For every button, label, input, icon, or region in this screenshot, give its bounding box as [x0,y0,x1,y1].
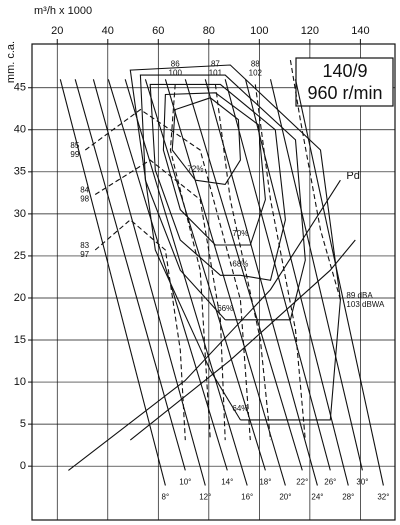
y-tick-label: 5 [20,418,26,430]
y-tick-label: 40 [14,124,26,136]
x-tick-label: 60 [152,25,164,37]
x-tick-label: 120 [301,25,319,37]
y-tick-label: 10 [14,376,26,388]
curve-label: 12° [199,493,211,502]
curve-label: 14° [221,477,233,486]
curve [289,59,341,300]
x-tick-label: 80 [203,25,215,37]
curve-label: 8° [162,493,170,502]
curve-label: 83 [80,241,89,250]
y-tick-label: 25 [14,250,26,262]
curve-label: 22° [296,477,308,486]
curve [244,79,349,486]
curve-label: 70% [232,229,248,238]
curve [254,84,306,441]
x-axis-label: m³/h x 1000 [34,5,92,17]
curve-label: 18° [259,477,271,486]
curve-label: 84 [80,186,89,195]
curve-label: 98 [80,195,89,204]
plot-frame [31,43,396,521]
curve [94,159,226,441]
curve-label: 32° [377,493,389,502]
curve [129,239,356,441]
curve [139,74,306,321]
curve [59,79,166,486]
curve-label: 20° [279,493,291,502]
curve [149,83,286,281]
curve-label: Pd [346,170,359,182]
curve [184,79,303,471]
curve-label: 72% [187,164,203,173]
y-axis-label: mm. c.a. [5,41,17,83]
title-box [295,57,394,107]
curve-label: 26° [324,477,336,486]
curve [74,79,186,471]
y-tick-label: 30 [14,208,26,220]
curve-label: 28° [342,493,354,502]
curve-label: 64% [232,404,248,413]
curve-label: 97 [80,250,89,259]
curve [164,79,286,486]
curve-label: 10° [179,477,191,486]
curve-label: 85 [70,141,79,150]
y-tick-label: 45 [14,82,26,94]
chart-title: 140/9 [322,61,367,81]
curve-label: 87 [211,59,220,68]
curve [144,79,266,471]
curve-label: 30° [356,477,368,486]
curve [169,84,211,441]
curve-label: 102 [249,68,263,77]
y-tick-label: 15 [14,334,26,346]
curve-label: 88 [251,59,260,68]
x-tick-label: 20 [51,25,63,37]
curve [124,79,248,486]
curve-label: 86 [171,59,180,68]
curve-label: 100 [169,68,183,77]
curve-label: 16° [241,493,253,502]
y-tick-label: 0 [20,460,26,472]
x-tick-label: 140 [351,25,369,37]
chart-subtitle: 960 r/min [307,83,382,103]
curve [224,79,331,471]
curve [214,84,272,441]
curve [107,79,228,471]
curve [162,92,266,246]
curve-label: 103 dBWA [346,300,385,309]
curve [84,108,251,441]
curve-label: 24° [311,493,323,502]
curve-label: 66% [217,304,233,313]
curve-label: 101 [209,68,223,77]
curve-label: 99 [70,150,79,159]
curve-label: 68% [232,259,248,268]
curve [68,179,341,471]
curve [204,79,318,486]
x-tick-label: 100 [250,25,268,37]
curve [94,219,186,441]
y-tick-label: 35 [14,166,26,178]
y-tick-label: 20 [14,292,26,304]
curve [92,79,206,486]
curve [294,79,384,486]
curve [129,64,341,421]
curve [269,79,363,471]
x-tick-label: 40 [102,25,114,37]
curve-label: 89 dBA [346,291,373,300]
